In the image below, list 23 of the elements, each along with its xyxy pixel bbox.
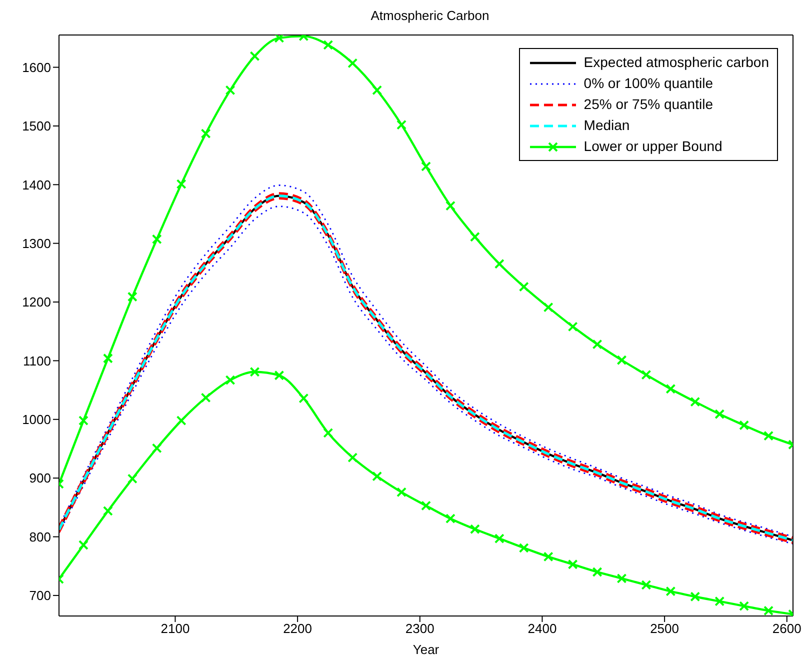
y-tick-label: 1400 — [22, 177, 51, 192]
y-tick-label: 1600 — [22, 60, 51, 75]
x-tick-label: 2200 — [283, 621, 312, 636]
legend-label: Lower or upper Bound — [584, 137, 722, 156]
y-tick-label: 900 — [29, 470, 51, 486]
y-tick-label: 1100 — [23, 353, 51, 368]
y-tick-label: 700 — [29, 588, 51, 604]
y-tick-label: 1000 — [22, 412, 51, 428]
legend-label: 0% or 100% quantile — [584, 74, 713, 93]
x-tick-label: 2600 — [772, 621, 802, 636]
legend-label: 25% or 75% quantile — [584, 95, 713, 114]
y-tick-label: 800 — [29, 529, 51, 544]
x-tick-label: 2100 — [160, 621, 190, 636]
x-tick-label: 2400 — [528, 621, 557, 636]
legend-label: Expected atmospheric carbon — [584, 53, 769, 72]
x-axis-title: Year — [412, 642, 440, 657]
y-tick-label: 1300 — [22, 236, 51, 251]
x-tick-label: 2300 — [405, 621, 434, 636]
legend-label: Median — [584, 116, 630, 135]
x-tick-label: 2500 — [650, 621, 680, 636]
chart-title: Atmospheric Carbon — [370, 8, 490, 25]
y-tick-label: 1500 — [22, 118, 51, 134]
y-tick-label: 1200 — [22, 294, 51, 310]
